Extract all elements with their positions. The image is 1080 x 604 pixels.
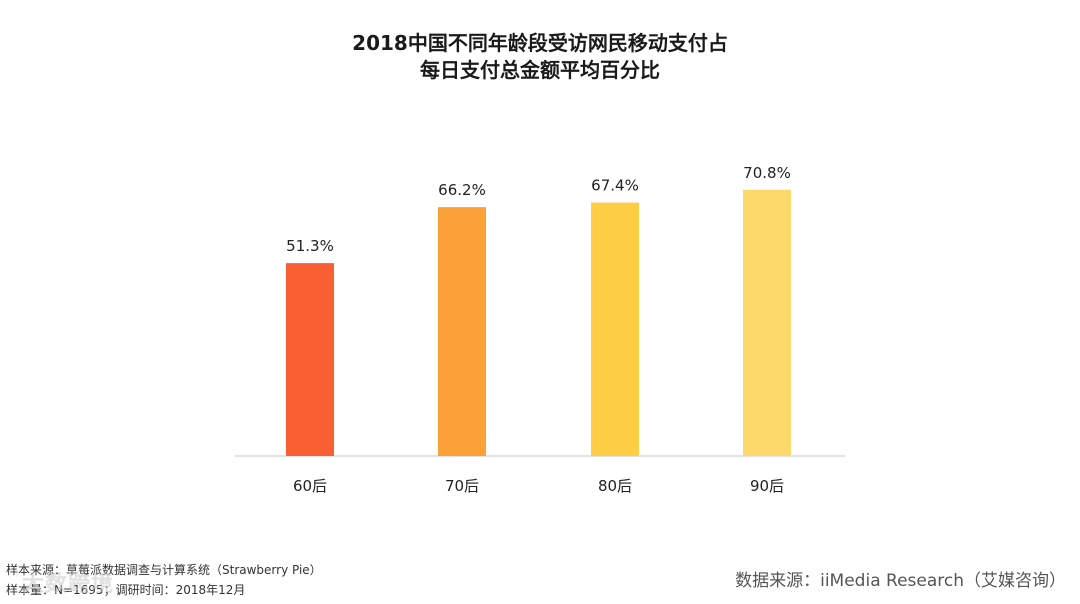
sample-source-note: 样本来源：草莓派数据调查与计算系统（Strawberry Pie） — [6, 563, 322, 577]
category-label-1: 60后 — [293, 477, 327, 495]
bar-1 — [286, 263, 334, 456]
chart-title-line2: 每日支付总金额平均百分比 — [420, 58, 660, 82]
category-label-4: 90后 — [750, 477, 784, 495]
footer-notes: 样本来源：草莓派数据调查与计算系统（Strawberry Pie） 样本量：N=… — [6, 560, 322, 600]
category-label-3: 80后 — [598, 477, 632, 495]
data-label-3: 67.4% — [591, 177, 639, 195]
category-label-2: 70后 — [445, 477, 479, 495]
bar-2 — [438, 207, 486, 456]
data-source-note: 数据来源：iiMedia Research（艾媒咨询） — [735, 571, 1066, 591]
data-label-1: 51.3% — [286, 237, 334, 255]
data-label-2: 66.2% — [438, 181, 486, 199]
sample-size-note: 样本量：N=1695；调研时间：2018年12月 — [6, 583, 246, 597]
chart-title: 2018中国不同年龄段受访网民移动支付占 每日支付总金额平均百分比 — [0, 30, 1080, 84]
watermark-text: 大数跨境 — [22, 572, 115, 597]
data-label-4: 70.8% — [743, 164, 791, 182]
bar-4 — [743, 189, 791, 457]
bar-3 — [591, 202, 639, 456]
chart-title-line1: 2018中国不同年龄段受访网民移动支付占 — [352, 31, 728, 55]
